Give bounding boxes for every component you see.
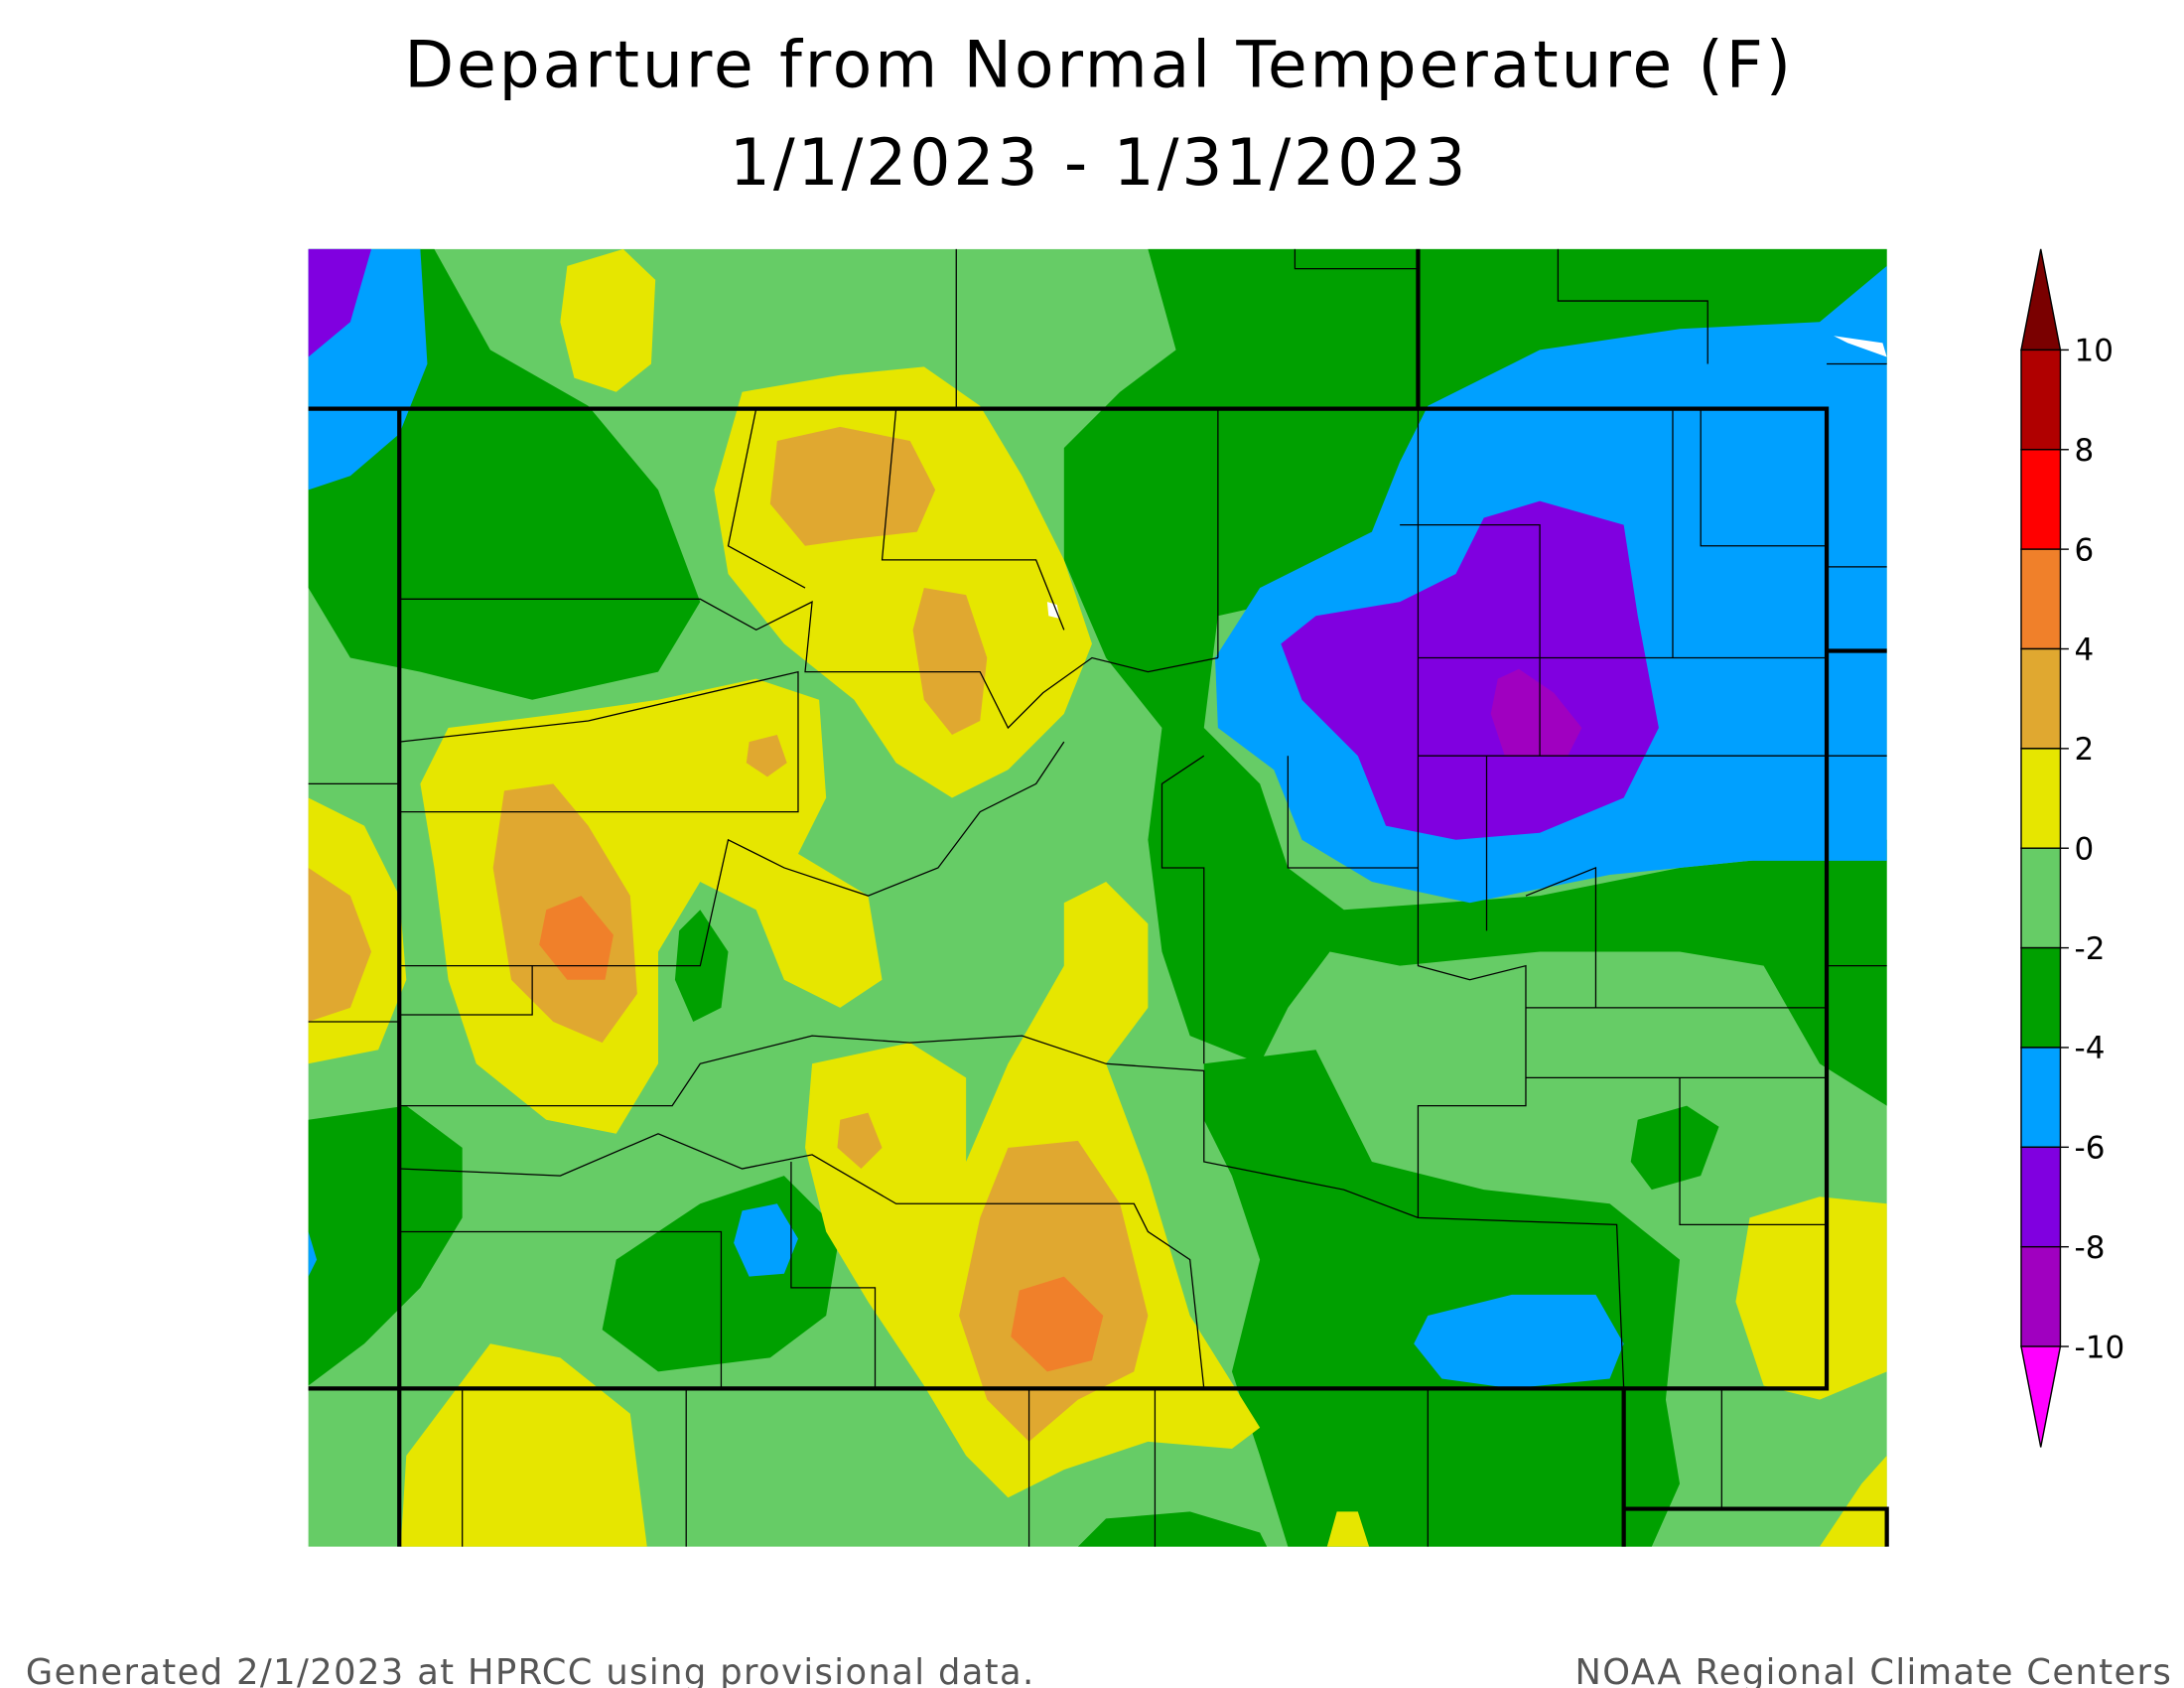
map: [309, 249, 1887, 1547]
legend-bin: [2020, 647, 2062, 750]
legend-tick-label: 8: [2075, 433, 2095, 469]
legend-bin: [2020, 847, 2062, 949]
legend-bin: [2020, 1245, 2062, 1347]
legend-bin: [2020, 748, 2062, 849]
legend-tick-label: -2: [2075, 931, 2106, 967]
legend-tick-label: 2: [2075, 732, 2095, 768]
legend-tick-label: 4: [2075, 633, 2095, 668]
subtitle: 1/1/2023 - 1/31/2023: [730, 126, 1469, 201]
legend-bin: [2020, 349, 2062, 451]
legend-tick-label: -8: [2075, 1230, 2106, 1266]
legend-bin: [2020, 1146, 2062, 1248]
legend-tick-label: -10: [2075, 1330, 2125, 1365]
legend-bin: [2020, 946, 2062, 1049]
footer-left: Generated 2/1/2023 at HPRCC using provis…: [26, 1652, 1035, 1688]
color-legend: 10 8 6 4 2 0 -2 -4 -6 -8 -10: [2020, 248, 2125, 1448]
title: Departure from Normal Temperature (F): [404, 28, 1794, 102]
legend-tick-label: -6: [2075, 1131, 2106, 1167]
legend-arrow-bottom: [2020, 1345, 2062, 1448]
legend-tick-label: 10: [2075, 334, 2114, 369]
legend-tick-label: 0: [2075, 832, 2095, 868]
legend-bin: [2020, 449, 2062, 550]
legend-bin: [2020, 548, 2062, 650]
footer-right: NOAA Regional Climate Centers: [1575, 1652, 2173, 1688]
legend-tick-label: 6: [2075, 532, 2095, 568]
legend-arrow-top: [2020, 248, 2062, 352]
legend-bin: [2020, 1047, 2062, 1149]
legend-tick-label: -4: [2075, 1031, 2106, 1066]
